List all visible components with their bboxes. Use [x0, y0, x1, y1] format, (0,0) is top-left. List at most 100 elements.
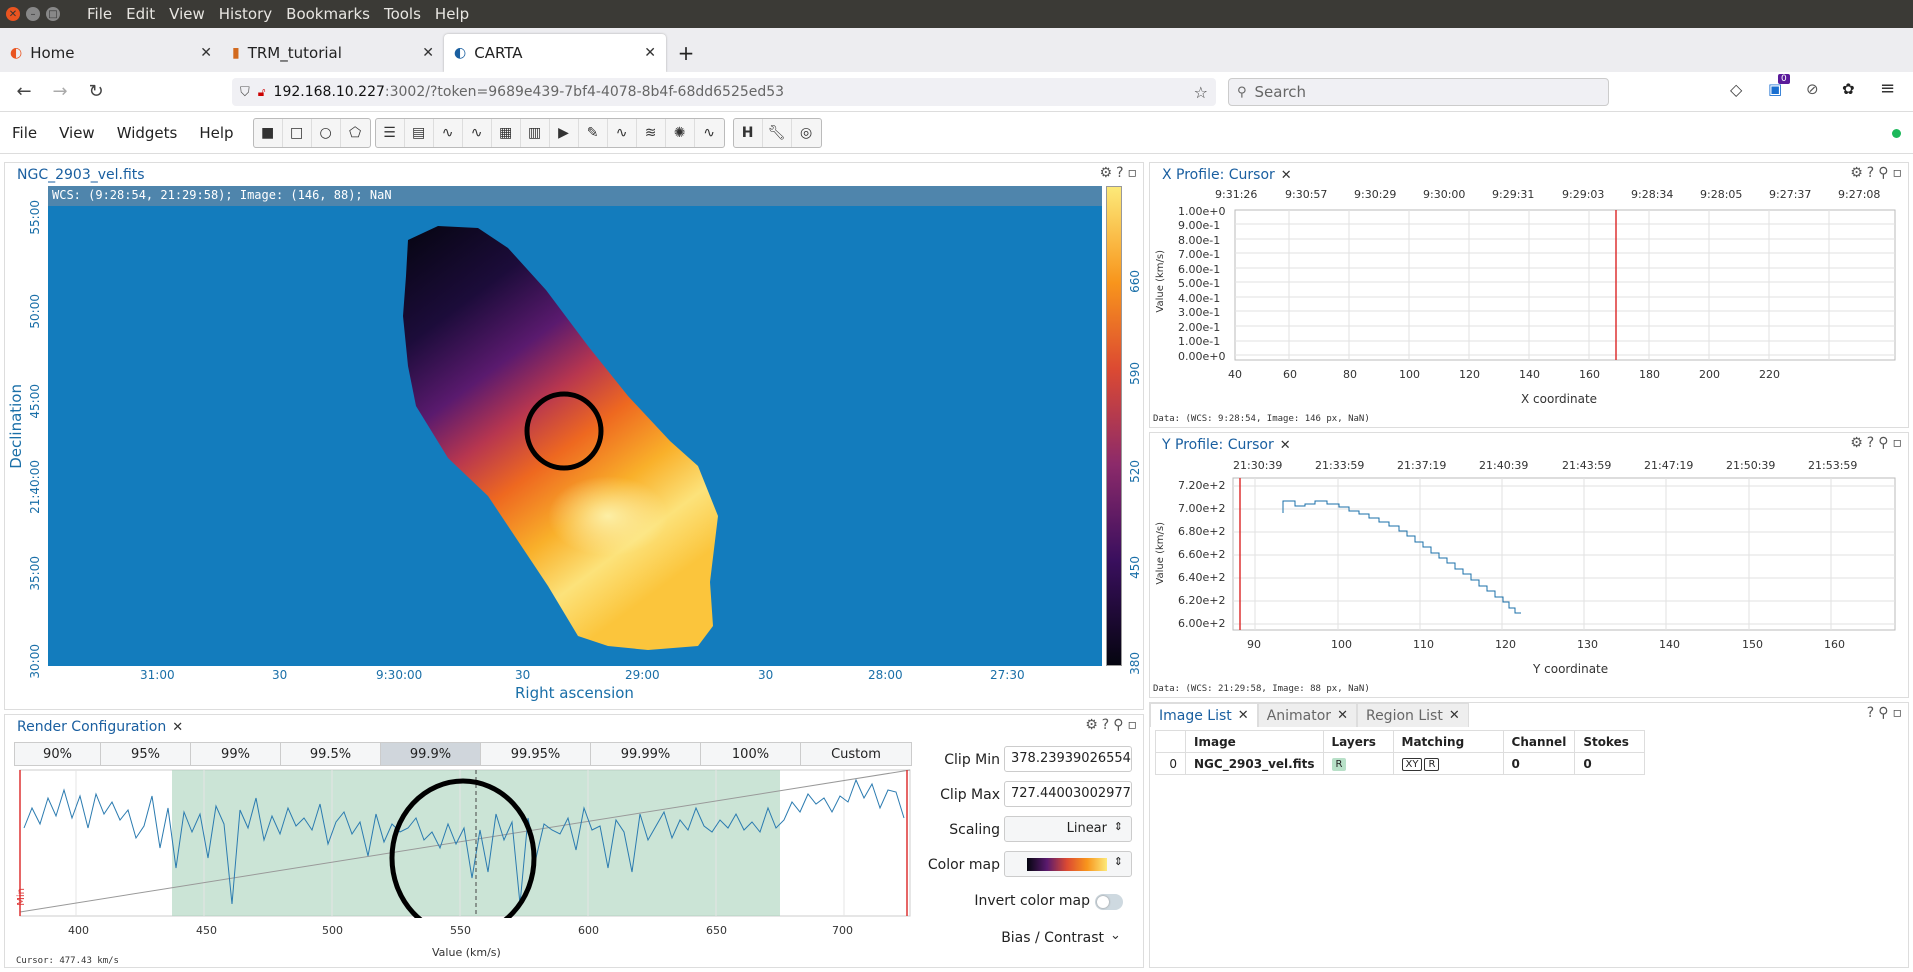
spectral-line-icon[interactable]: ∿ [703, 124, 715, 141]
close-icon[interactable]: ✕ [172, 719, 184, 735]
image-info-icon[interactable]: ▤ [405, 118, 434, 147]
contour-icon[interactable]: ◎ [799, 124, 813, 141]
pin-icon[interactable]: ⚲ [1113, 717, 1124, 733]
percentile-90-button[interactable]: 90% [15, 743, 101, 765]
region-list-icon[interactable]: ☰ [376, 118, 405, 147]
os-menu-help[interactable]: Help [434, 5, 470, 23]
close-tab-icon[interactable]: ✕ [644, 45, 656, 61]
close-icon[interactable]: ✕ [1448, 708, 1460, 723]
os-menu-file[interactable]: File [87, 5, 113, 23]
os-menu-bookmarks[interactable]: Bookmarks [286, 5, 370, 23]
gear-icon[interactable]: ⚙ [1099, 165, 1113, 181]
header-icon[interactable]: H [734, 118, 763, 147]
app-menu-help[interactable]: Help [199, 123, 234, 142]
image-name[interactable]: NGC_2903_vel.fits [1185, 752, 1324, 775]
statistics-icon[interactable]: ▦ [492, 118, 521, 147]
bias-contrast-label[interactable]: Bias / Contrast [1001, 930, 1104, 946]
addon-icon[interactable]: ✿ [1842, 80, 1855, 98]
maximize-icon[interactable]: ▫ [1892, 165, 1903, 181]
wrench-icon[interactable]: 🔧︎ [763, 118, 792, 147]
percentile-custom-button[interactable]: Custom [831, 746, 881, 762]
percentile-99-button[interactable]: 99% [191, 743, 281, 765]
x-profile-tab[interactable]: X Profile: Cursor ✕ [1154, 163, 1300, 187]
expand-icon[interactable]: ⌄ [1110, 928, 1121, 943]
reload-icon[interactable]: ↻ [88, 81, 104, 102]
point-region-icon[interactable]: ■ [254, 118, 283, 147]
render-config-icon[interactable]: ✎ [579, 118, 608, 147]
no-tracking-icon[interactable]: ⊘ [1806, 80, 1819, 98]
layer-badge[interactable]: R [1331, 758, 1347, 771]
maximize-icon[interactable]: ▫ [1127, 165, 1138, 181]
y-profile-plot[interactable] [1149, 456, 1909, 696]
scaling-select[interactable]: Linear ⇕ [1004, 816, 1132, 842]
percentile-99-5-button[interactable]: 99.5% [281, 743, 381, 765]
gear-icon[interactable]: ⚙ [1085, 717, 1098, 733]
hamburger-menu-icon[interactable]: ≡ [1880, 78, 1896, 99]
os-menu-history[interactable]: History [218, 5, 273, 23]
help-icon[interactable]: ? [1866, 435, 1875, 451]
render-histogram[interactable] [14, 768, 914, 918]
forward-icon[interactable]: → [52, 81, 68, 102]
minimize-window-icon[interactable]: – [26, 7, 40, 21]
pocket-icon[interactable]: ◇ [1730, 80, 1743, 99]
clip-min-input[interactable]: 378.23939026554 [1004, 746, 1132, 772]
percentile-95-button[interactable]: 95% [101, 743, 191, 765]
maximize-icon[interactable]: ▫ [1892, 435, 1903, 451]
animator-tab[interactable]: Animator ✕ [1257, 703, 1357, 727]
image-view-tab[interactable]: NGC_2903_vel.fits [9, 163, 153, 187]
tab-home[interactable]: ◐ Home ✕ [0, 34, 222, 72]
histogram-icon[interactable]: ▥ [521, 118, 550, 147]
region-list-tab[interactable]: Region List ✕ [1356, 703, 1469, 727]
close-tab-icon[interactable]: ✕ [422, 45, 434, 61]
layers-icon[interactable]: ≋ [637, 118, 666, 147]
percentile-99-95-button[interactable]: 99.95% [481, 743, 591, 765]
help-icon[interactable]: ? [1866, 165, 1875, 181]
close-tab-icon[interactable]: ✕ [200, 45, 212, 61]
os-menu-view[interactable]: View [169, 5, 205, 23]
pin-icon[interactable]: ⚲ [1878, 165, 1889, 181]
spectral-profiler-icon[interactable]: ∿ [463, 118, 492, 147]
close-window-icon[interactable]: ✕ [6, 7, 20, 21]
app-menu-widgets[interactable]: Widgets [116, 123, 178, 142]
back-icon[interactable]: ← [16, 81, 32, 102]
search-input[interactable]: ⚲ Search [1228, 78, 1609, 106]
table-row[interactable]: 0 NGC_2903_vel.fits R XY R 0 0 [1155, 752, 1646, 775]
gear-icon[interactable]: ⚙ [1850, 165, 1863, 181]
os-menu-tools[interactable]: Tools [383, 5, 421, 23]
os-menu-edit[interactable]: Edit [126, 5, 156, 23]
percentile-99-99-button[interactable]: 99.99% [591, 743, 701, 765]
colorbar[interactable] [1106, 186, 1122, 666]
gear-icon[interactable]: ⚙ [1850, 435, 1863, 451]
close-icon[interactable]: ✕ [1279, 437, 1291, 453]
ellipse-region-icon[interactable]: ○ [312, 118, 341, 147]
help-icon[interactable]: ? [1866, 705, 1875, 721]
close-icon[interactable]: ✕ [1237, 708, 1249, 723]
stokes-icon[interactable]: ∿ [608, 118, 637, 147]
polygon-region-icon[interactable]: ⬠ [348, 124, 362, 141]
help-icon[interactable]: ? [1116, 165, 1124, 181]
close-icon[interactable]: ✕ [1280, 167, 1292, 183]
maximize-icon[interactable]: ▫ [1892, 705, 1903, 721]
x-profile-plot[interactable] [1149, 184, 1909, 424]
percentile-100-button[interactable]: 100% [701, 743, 801, 765]
image-list-tab[interactable]: Image List ✕ [1150, 703, 1258, 727]
image-canvas[interactable]: WCS: (9:28:54, 21:29:58); Image: (146, 8… [48, 186, 1102, 666]
y-profile-tab[interactable]: Y Profile: Cursor ✕ [1154, 433, 1299, 457]
catalog-icon[interactable]: ✺ [666, 118, 695, 147]
pin-icon[interactable]: ⚲ [1878, 435, 1889, 451]
match-r-badge[interactable]: R [1424, 758, 1440, 771]
percentile-99-9-button[interactable]: 99.9% [381, 743, 481, 765]
app-menu-view[interactable]: View [59, 123, 95, 142]
colormap-select[interactable]: ⇕ [1004, 851, 1132, 877]
app-menu-file[interactable]: File [12, 123, 38, 142]
url-bar[interactable]: ⛉ 🔓︎ 192.168.10.227 :3002/?token=9689e43… [232, 78, 1216, 106]
tab-trm-tutorial[interactable]: ▮ TRM_tutorial ✕ [222, 34, 444, 72]
maximize-icon[interactable]: ▫ [1127, 717, 1138, 733]
invert-toggle[interactable] [1095, 894, 1123, 910]
tab-carta[interactable]: ◐ CARTA ✕ [444, 34, 666, 72]
close-icon[interactable]: ✕ [1337, 708, 1348, 723]
maximize-window-icon[interactable]: □ [46, 7, 60, 21]
clip-max-input[interactable]: 727.44003002977 [1004, 781, 1132, 807]
rectangle-region-icon[interactable]: □ [283, 118, 312, 147]
spatial-profiler-icon[interactable]: ∿ [434, 118, 463, 147]
